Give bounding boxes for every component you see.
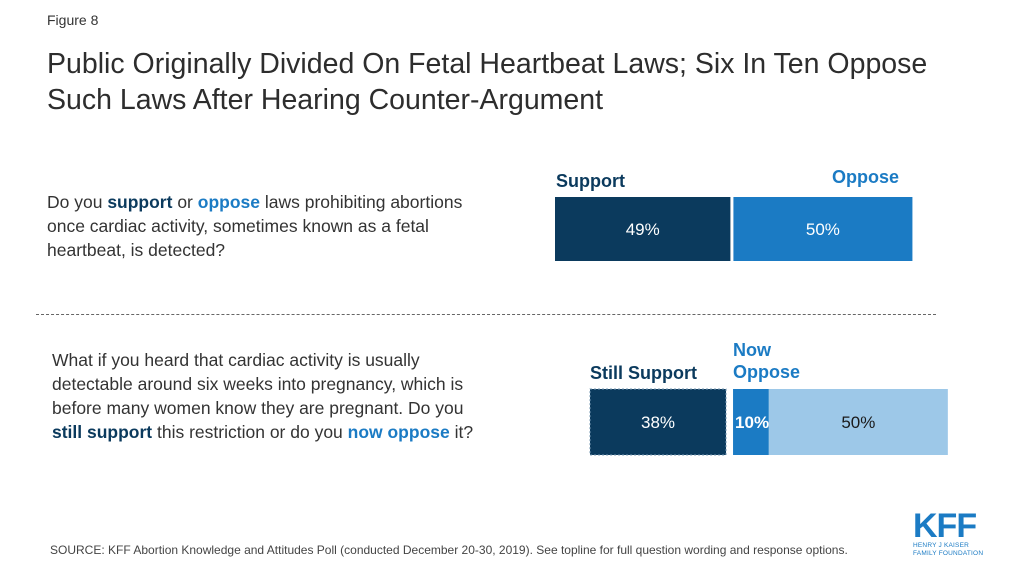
kff-logo-line-1: HENRY J KAISER [913, 542, 970, 549]
section-divider [36, 314, 936, 315]
kff-logo-mark: KFF [913, 507, 977, 545]
series-label-oppose: Oppose [832, 167, 900, 187]
data-label-1-oppose: 50% [806, 220, 840, 239]
data-label-2-now-oppose: 10% [735, 413, 769, 432]
data-label-2-still-support: 38% [641, 413, 675, 432]
question-1-keyword-oppose: oppose [197, 192, 260, 212]
question-2-text-a: What if you heard that cardiac activity … [52, 350, 464, 418]
question-2-keyword-still-support: still support [52, 422, 153, 442]
bar-1-support [555, 197, 731, 261]
data-label-2-oppose: 50% [841, 413, 875, 432]
bar-2-now-oppose [733, 389, 769, 455]
bar-2-oppose [768, 389, 948, 455]
question-1-text-b: or [172, 192, 198, 212]
data-label-1-support: 49% [626, 220, 660, 239]
question-2-text-c: it? [449, 422, 474, 442]
kff-logo-line-2: FAMILY FOUNDATION [913, 550, 984, 557]
question-1-text-c: laws prohibiting abortions once cardiac … [47, 192, 463, 260]
bar-1-oppose [733, 197, 913, 261]
chart-title: Public Originally Divided On Fetal Heart… [47, 48, 928, 116]
question-2-text-b: this restriction or do you [152, 422, 348, 442]
series-label-support: Support [556, 171, 625, 191]
kff-logo-subtitle: HENRY J KAISER FAMILY FOUNDATION [913, 542, 993, 558]
source-note: SOURCE: KFF Abortion Knowledge and Attit… [50, 543, 848, 557]
question-1-keyword-support: support [107, 192, 173, 212]
kff-logo: KFF HENRY J KAISER FAMILY FOUNDATION [913, 507, 993, 558]
series-label-still-support: Still Support [590, 363, 697, 383]
question-2-keyword-now-oppose: now oppose [347, 422, 450, 442]
question-1: Do you support or oppose laws prohibitin… [47, 190, 487, 262]
series-label-now-oppose: Now Oppose [733, 340, 801, 382]
figure-label: Figure 8 [47, 12, 99, 28]
bar-2-still-support [589, 388, 727, 456]
question-2: What if you heard that cardiac activity … [52, 348, 482, 444]
question-1-text-a: Do you [47, 192, 108, 212]
